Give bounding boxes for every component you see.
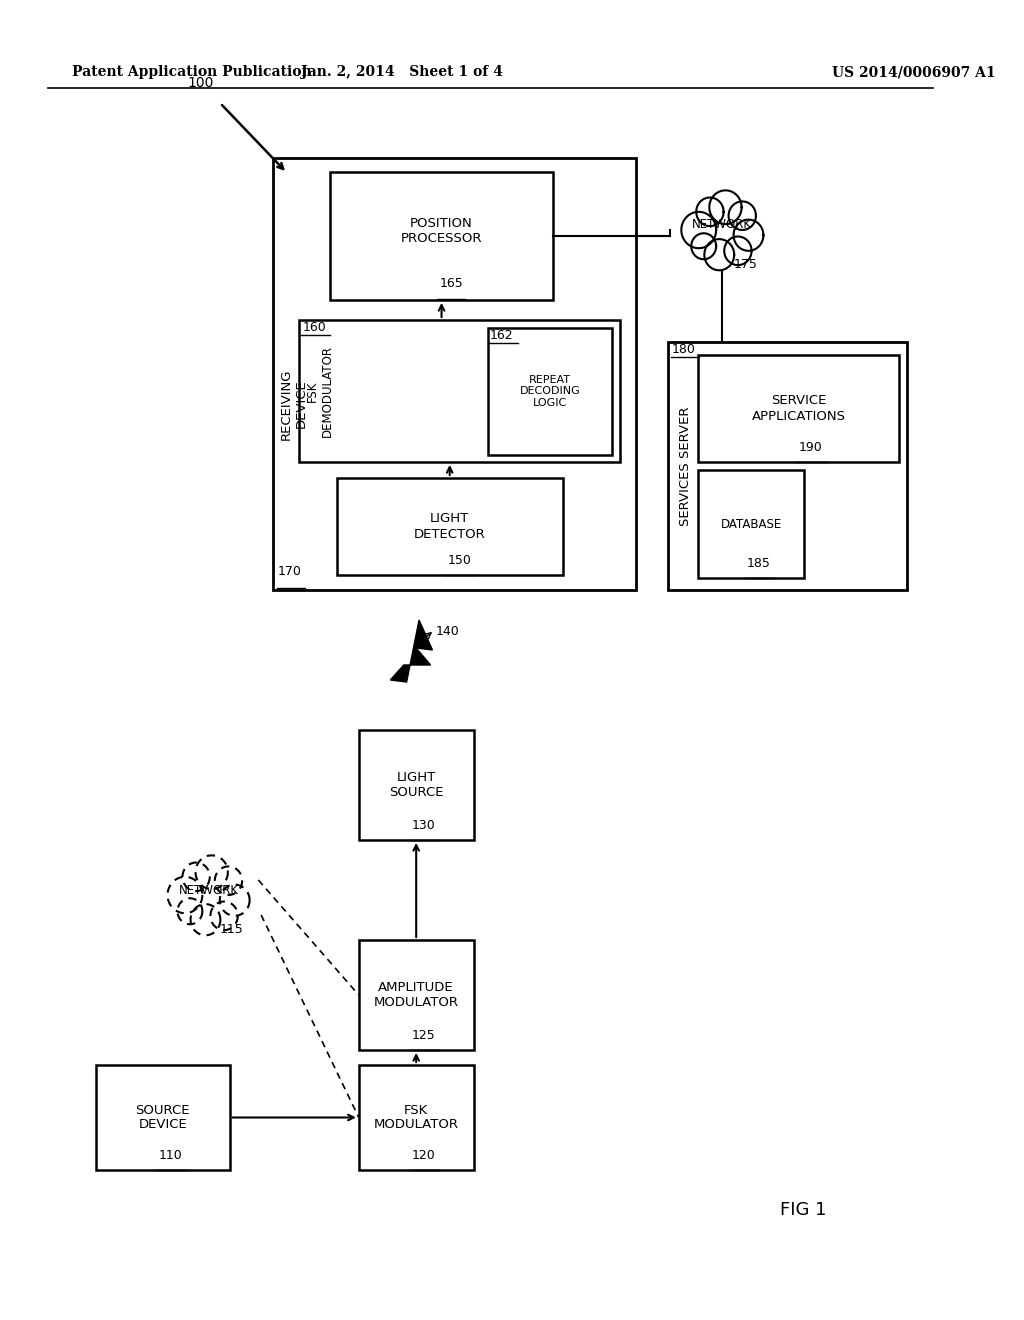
- Polygon shape: [168, 876, 203, 913]
- Text: Patent Application Publication: Patent Application Publication: [72, 65, 311, 79]
- Bar: [95, 1065, 229, 1170]
- Text: 165: 165: [439, 277, 463, 290]
- Text: 120: 120: [412, 1148, 436, 1162]
- Polygon shape: [681, 211, 716, 248]
- Text: LIGHT
SOURCE: LIGHT SOURCE: [389, 771, 443, 799]
- Text: FSK
DEMODULATOR: FSK DEMODULATOR: [305, 345, 334, 437]
- Bar: [698, 355, 899, 462]
- Text: 190: 190: [799, 441, 822, 454]
- Text: REPEAT
DECODING
LOGIC: REPEAT DECODING LOGIC: [520, 375, 581, 408]
- Polygon shape: [681, 190, 764, 271]
- Text: SOURCE
DEVICE: SOURCE DEVICE: [135, 1104, 189, 1131]
- Text: 175: 175: [734, 257, 758, 271]
- Text: 115: 115: [220, 923, 244, 936]
- Polygon shape: [390, 620, 432, 682]
- Polygon shape: [168, 855, 250, 936]
- Bar: [358, 940, 473, 1049]
- Polygon shape: [190, 904, 220, 936]
- Bar: [698, 470, 804, 578]
- Text: AMPLITUDE
MODULATOR: AMPLITUDE MODULATOR: [374, 981, 459, 1008]
- Polygon shape: [691, 234, 716, 259]
- Polygon shape: [177, 898, 203, 924]
- Polygon shape: [724, 236, 752, 265]
- Text: 125: 125: [412, 1030, 436, 1041]
- Text: SERVICES SERVER: SERVICES SERVER: [679, 407, 691, 525]
- Text: 162: 162: [489, 329, 513, 342]
- Polygon shape: [729, 202, 756, 230]
- Bar: [358, 1065, 473, 1170]
- Text: POSITION
PROCESSOR: POSITION PROCESSOR: [400, 216, 482, 246]
- Bar: [330, 172, 553, 300]
- Text: NETWORK: NETWORK: [178, 883, 239, 896]
- Text: 170: 170: [278, 565, 301, 578]
- Text: FIG 1: FIG 1: [780, 1201, 827, 1218]
- Text: US 2014/0006907 A1: US 2014/0006907 A1: [833, 65, 996, 79]
- Text: 185: 185: [746, 557, 771, 570]
- Polygon shape: [211, 902, 238, 931]
- Text: RECEIVING
DEVICE: RECEIVING DEVICE: [280, 368, 308, 440]
- Polygon shape: [196, 855, 228, 890]
- Polygon shape: [220, 884, 250, 916]
- Text: 110: 110: [159, 1148, 182, 1162]
- Text: NETWORK: NETWORK: [692, 219, 753, 231]
- Text: Jan. 2, 2014   Sheet 1 of 4: Jan. 2, 2014 Sheet 1 of 4: [301, 65, 503, 79]
- Polygon shape: [733, 219, 764, 251]
- Bar: [299, 319, 620, 462]
- Text: 180: 180: [672, 343, 695, 356]
- Polygon shape: [710, 190, 741, 224]
- Bar: [272, 158, 636, 590]
- Polygon shape: [182, 862, 210, 891]
- Text: DATABASE: DATABASE: [721, 517, 781, 531]
- Text: FSK
MODULATOR: FSK MODULATOR: [374, 1104, 459, 1131]
- Text: LIGHT
DETECTOR: LIGHT DETECTOR: [414, 512, 485, 540]
- Polygon shape: [705, 239, 734, 271]
- Text: 140: 140: [435, 624, 459, 638]
- Text: 130: 130: [412, 818, 436, 832]
- Bar: [488, 327, 612, 455]
- Bar: [358, 730, 473, 840]
- Bar: [668, 342, 907, 590]
- Text: 160: 160: [302, 321, 326, 334]
- Bar: [337, 478, 562, 576]
- Text: 100: 100: [187, 77, 214, 90]
- Polygon shape: [696, 198, 724, 226]
- Polygon shape: [215, 866, 242, 895]
- Text: 150: 150: [447, 554, 471, 568]
- Text: SERVICE
APPLICATIONS: SERVICE APPLICATIONS: [752, 395, 846, 422]
